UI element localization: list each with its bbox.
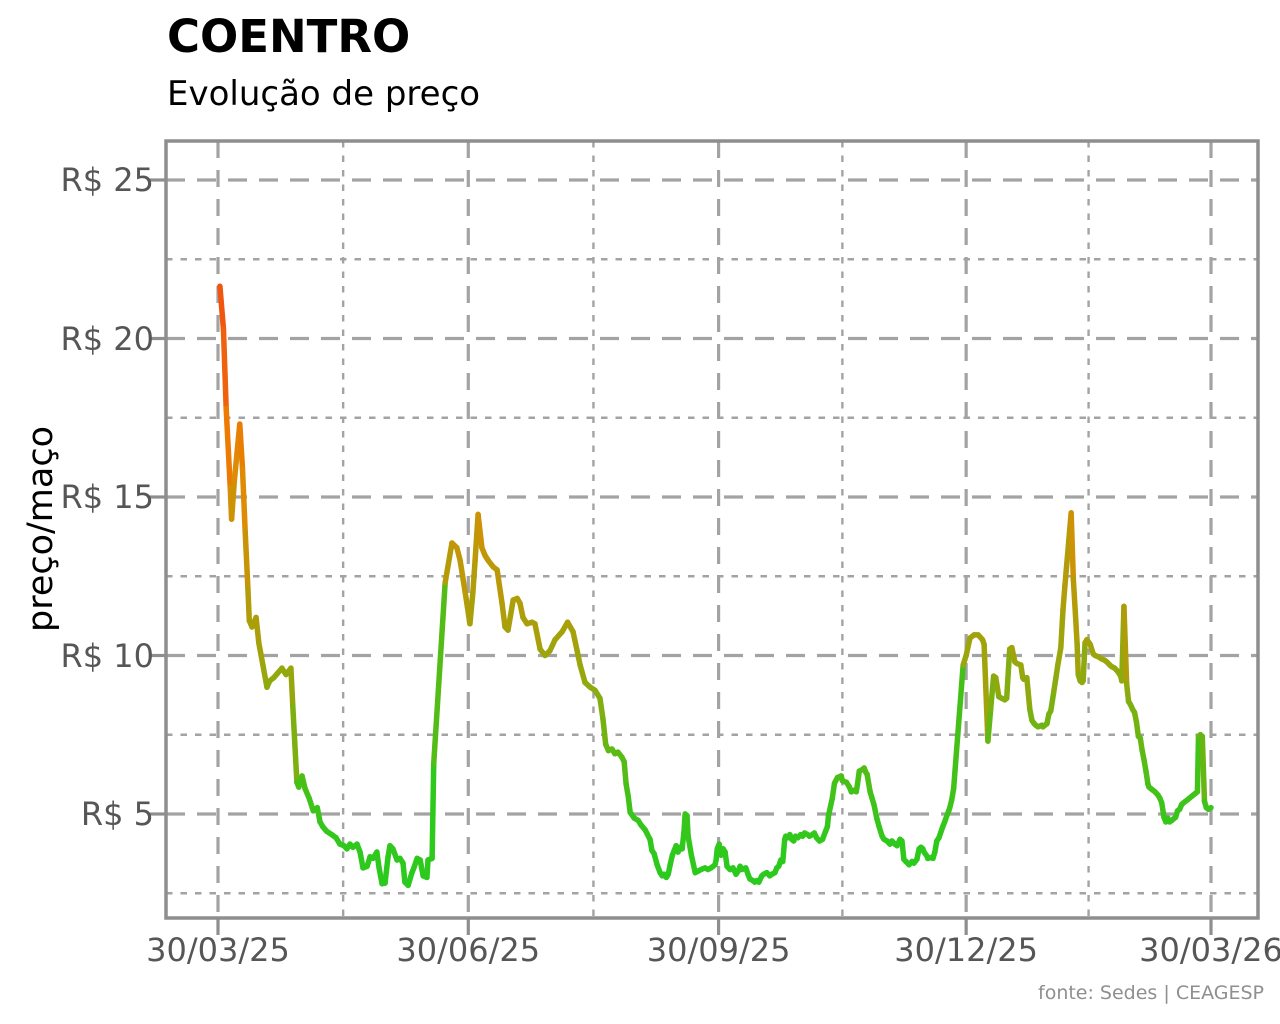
price-line-segment [1060,583,1068,613]
price-line-segment [1080,640,1088,684]
price-line-segment [429,760,437,862]
price-line-segment [228,478,238,522]
price-line-segment [494,567,505,606]
price-line-segment [600,716,609,748]
x-tick-label: 30/09/25 [646,931,791,969]
price-line-segment [239,465,248,535]
price-line-segment [864,771,873,795]
gridlines [166,141,1258,918]
x-tick-label: 30/03/25 [146,931,290,969]
price-line-segment [382,854,391,886]
price-line-segment [780,836,788,865]
price-line-segment [570,628,580,654]
price-line-segment [467,589,476,627]
price-line-segment [424,857,431,881]
price-line-segment [1074,641,1081,678]
price-line-segment [1068,510,1077,583]
x-tick-label: 30/12/25 [894,931,1038,969]
axes [150,139,1260,935]
price-line-segment [1194,733,1202,795]
price-line-segment [679,828,687,852]
price-line-segment [442,540,455,586]
price-line-segment [237,421,246,472]
price-line-segment [1121,603,1130,687]
price-line-segment [597,695,606,722]
price-line-segment [430,579,448,767]
price-line-segment [985,706,994,744]
price-line-segment [475,511,485,551]
price-line-segment [684,812,691,839]
price-line-segment [532,621,543,652]
price-line-segment [256,640,266,668]
price-line-segment [1055,644,1064,668]
price-line-segment [899,838,907,863]
price-line-segment [825,795,836,819]
price-line-segment [505,597,516,633]
price-line-segment [253,614,262,646]
plot-border [164,139,1260,920]
price-line-segment [688,852,698,876]
price-line-segment [470,557,478,595]
price-line-segment [950,662,966,792]
price-line-segment [220,326,229,411]
price-line [217,283,1214,889]
price-line-segment [242,529,251,592]
y-tick-label: R$ 10 [60,636,154,675]
y-tick-label: R$ 15 [60,478,154,516]
y-tick-label: R$ 20 [60,319,154,358]
price-line-segment [963,635,973,659]
chart-title: COENTRO [167,10,411,63]
x-tick-label: 30/03/26 [1139,931,1280,969]
price-line-segment [987,673,997,713]
price-line-segment [1058,606,1066,651]
price-line-segment [400,860,408,885]
price-line-segment [1072,608,1080,648]
source-credit: fonte: Sedes | CEAGESP [1038,982,1264,1004]
price-line-segment [457,557,469,602]
price-line-segment [499,600,508,630]
price-line-segment [231,449,240,484]
price-line-segment [223,405,233,491]
price-line-segment [1199,733,1208,805]
price-line-segment [1048,689,1057,714]
price-line-segment [1205,804,1214,812]
price-line-segment [245,586,253,624]
x-tick-label: 30/06/25 [396,931,541,969]
price-line-segment [685,833,695,858]
price-line-segment [1123,681,1132,705]
chart-subtitle: Evolução de preço [167,74,481,114]
y-tick-label: R$ 25 [60,161,154,199]
price-line-segment [577,662,588,686]
price-line-segment [1003,646,1013,702]
price-line-segment [621,758,629,787]
price-line-segment [993,674,1002,700]
price-line-segment [217,283,227,332]
price-line-segment [1024,674,1033,713]
price-line-segment [288,665,296,709]
price-line-segment [1070,576,1078,614]
y-axis-label: preço/maço [21,425,61,633]
price-line-segment [290,703,300,786]
y-tick-label: R$ 5 [80,795,154,833]
